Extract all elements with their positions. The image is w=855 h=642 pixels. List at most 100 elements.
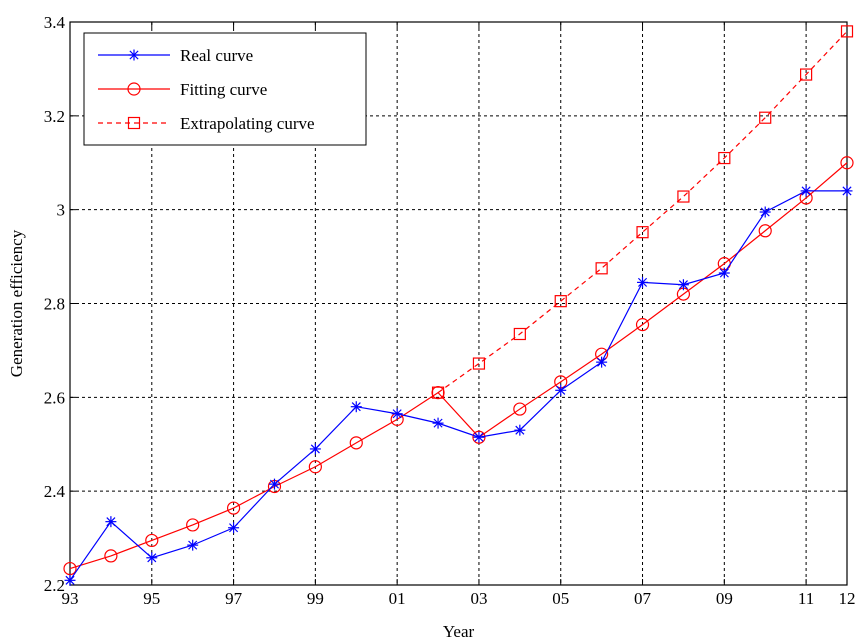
x-axis-label: Year <box>443 622 475 641</box>
data-point-asterisk <box>677 279 689 291</box>
x-tick-label: 05 <box>552 589 569 608</box>
data-point-asterisk <box>268 478 280 490</box>
x-tick-label: 03 <box>470 589 487 608</box>
series-line <box>69 190 847 581</box>
asterisk-stroke <box>129 50 139 60</box>
data-point-circle <box>431 386 445 400</box>
data-point-asterisk <box>309 443 321 455</box>
asterisk-stroke <box>637 277 648 287</box>
x-tick-label: 07 <box>634 589 652 608</box>
asterisk-stroke <box>188 540 198 550</box>
grid <box>70 22 847 585</box>
y-axis-label: Generation efficiency <box>7 229 26 377</box>
data-point-square <box>472 357 486 370</box>
legend: Real curve Fitting curve Extrapolating cur… <box>83 32 367 146</box>
data-point-asterisk <box>105 516 117 528</box>
tick-labels: 93 95 97 99 01 03 05 07 09 11 12 2.2 2.4 2.6 2.8 3 3.2 3.… <box>44 13 855 608</box>
legend-label: Real curve <box>180 46 253 65</box>
x-tick-label: 11 <box>798 589 814 608</box>
data-point-asterisk <box>187 539 199 551</box>
legend-label: Fitting curve <box>180 80 267 99</box>
asterisk-stroke <box>719 268 729 278</box>
y-tick-label: 2.8 <box>44 295 65 314</box>
data-point-square <box>677 190 690 203</box>
data-point-asterisk <box>759 206 771 218</box>
data-point-asterisk <box>800 185 812 197</box>
data-point-square <box>513 327 526 341</box>
series-line <box>437 30 848 394</box>
data-point-asterisk <box>596 356 608 368</box>
data-point-asterisk <box>350 401 362 413</box>
asterisk-stroke <box>842 186 852 196</box>
data-point-square <box>800 68 813 81</box>
data-point-asterisk <box>432 417 444 429</box>
asterisk-stroke <box>65 575 75 585</box>
legend-label: Extrapolating curve <box>180 114 315 133</box>
data-point-circle <box>840 156 854 170</box>
data-point-circle <box>186 518 200 532</box>
data-point-asterisk <box>128 49 140 61</box>
legend-item: Real curve <box>98 46 253 65</box>
series-line <box>69 162 848 570</box>
asterisk-stroke <box>392 409 402 419</box>
asterisk-stroke <box>474 432 484 442</box>
data-point-asterisk <box>841 185 853 197</box>
y-tick-label: 3.4 <box>44 13 66 32</box>
x-tick-label: 01 <box>389 589 406 608</box>
data-point-circle <box>472 430 486 444</box>
data-point-circle <box>758 224 772 238</box>
data-point-square <box>595 262 608 275</box>
asterisk-stroke <box>269 479 280 489</box>
x-tick-label: 95 <box>143 589 160 608</box>
plot-frame <box>69 21 848 586</box>
data-point-circle <box>145 533 159 548</box>
data-point-asterisk <box>146 552 158 564</box>
data-point-circle <box>308 460 322 474</box>
x-tick-label: 09 <box>716 589 733 608</box>
x-tick-label: 97 <box>225 589 243 608</box>
data-point-asterisk <box>64 574 76 586</box>
series-layer <box>63 25 854 586</box>
asterisk-stroke <box>678 280 688 290</box>
data-point-square <box>759 111 772 124</box>
asterisk-stroke <box>310 444 320 454</box>
data-point-square <box>840 25 854 38</box>
series-real-curve <box>64 185 853 586</box>
data-point-square <box>636 226 649 239</box>
data-point-asterisk <box>473 431 485 443</box>
data-point-circle <box>635 318 650 332</box>
x-tick-label: 99 <box>307 589 324 608</box>
data-point-square <box>127 116 141 130</box>
data-point-asterisk <box>228 522 240 534</box>
y-tick-label: 2.2 <box>44 576 65 595</box>
data-point-asterisk <box>637 276 649 288</box>
data-point-square <box>718 151 731 165</box>
y-tick-label: 3.2 <box>44 107 65 126</box>
legend-item: Extrapolating curve <box>98 114 315 133</box>
asterisk-stroke <box>760 207 770 217</box>
asterisk-stroke <box>229 523 239 533</box>
asterisk-stroke <box>106 517 116 527</box>
asterisk-stroke <box>515 425 525 435</box>
asterisk-stroke <box>597 357 607 367</box>
asterisk-stroke <box>147 553 157 563</box>
data-point-square <box>554 295 567 308</box>
data-point-asterisk <box>555 384 567 396</box>
y-tick-label: 3 <box>57 201 66 220</box>
data-point-circle <box>63 561 77 576</box>
y-tick-label: 2.4 <box>44 482 66 501</box>
y-tick-label: 2.6 <box>44 388 65 407</box>
asterisk-stroke <box>351 402 361 412</box>
data-point-circle <box>127 82 141 96</box>
asterisk-stroke <box>801 186 811 196</box>
data-point-asterisk <box>718 267 730 279</box>
legend-item: Fitting curve <box>98 80 267 99</box>
x-tick-label: 93 <box>62 589 79 608</box>
data-point-asterisk <box>514 424 526 436</box>
asterisk-stroke <box>556 385 566 395</box>
x-tick-label: 12 <box>839 589 855 608</box>
data-point-circle <box>104 549 118 563</box>
data-point-circle <box>513 402 527 416</box>
series-fitting-curve <box>63 156 854 576</box>
